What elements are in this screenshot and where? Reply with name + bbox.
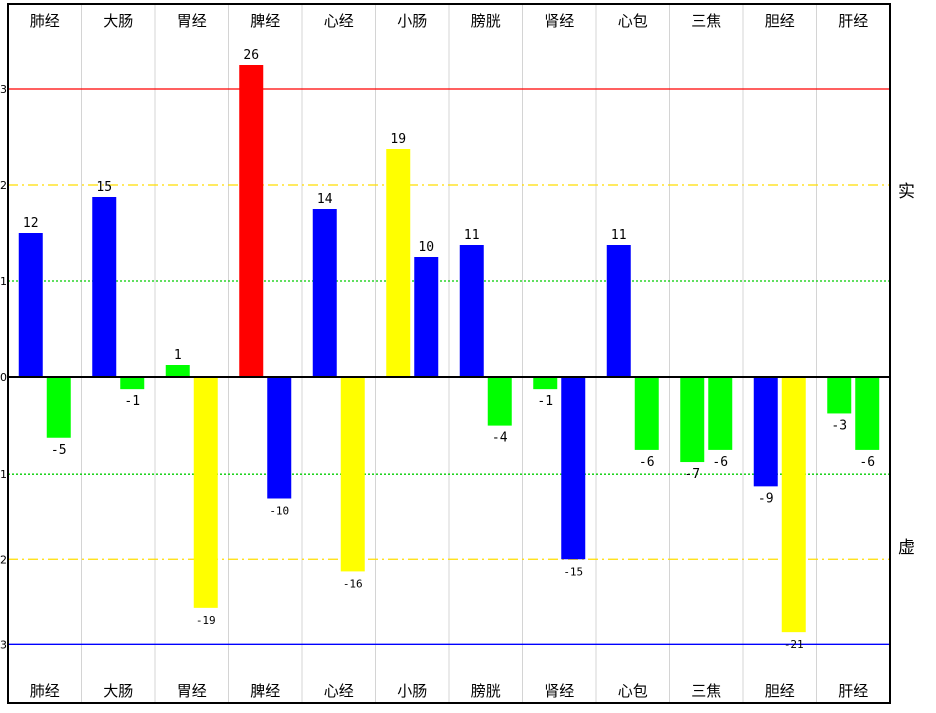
bar bbox=[855, 377, 880, 450]
bar bbox=[634, 377, 659, 450]
category-label-bottom: 肾经 bbox=[544, 682, 574, 700]
y-tick-label: 1 bbox=[0, 468, 7, 481]
y-tick-label: 3 bbox=[0, 83, 7, 96]
bar bbox=[680, 377, 705, 463]
bar-value-label: -9 bbox=[758, 491, 774, 506]
bar bbox=[561, 377, 586, 560]
bar-value-label: -6 bbox=[639, 455, 655, 470]
bar bbox=[708, 377, 733, 450]
category-label-top: 脾经 bbox=[250, 12, 280, 30]
bar bbox=[267, 377, 292, 499]
category-label-bottom: 胆经 bbox=[765, 682, 795, 700]
bar-value-label: 10 bbox=[418, 240, 434, 255]
axes bbox=[7, 3, 891, 704]
bar bbox=[165, 365, 190, 377]
bar-value-label: 26 bbox=[243, 48, 259, 63]
bar bbox=[487, 377, 512, 426]
bar-value-label: -6 bbox=[859, 455, 875, 470]
bar bbox=[606, 245, 631, 377]
y-tick-label: 0 bbox=[0, 371, 7, 384]
category-label-bottom: 心包 bbox=[618, 682, 648, 700]
bar bbox=[827, 377, 852, 414]
bar-value-label: -4 bbox=[492, 431, 508, 446]
bar bbox=[120, 377, 145, 390]
bar bbox=[386, 149, 411, 377]
category-label-bottom: 膀胱 bbox=[471, 682, 501, 700]
bar-value-label: 14 bbox=[317, 192, 333, 207]
chart-frame bbox=[7, 3, 891, 704]
category-label-top: 膀胱 bbox=[471, 12, 501, 30]
deficiency-label: 虚 bbox=[898, 538, 915, 558]
bar bbox=[340, 377, 365, 572]
bar bbox=[193, 377, 218, 608]
category-label-bottom: 肝经 bbox=[838, 682, 868, 700]
bar bbox=[312, 209, 337, 377]
bar-value-label: -7 bbox=[684, 467, 700, 482]
bar-value-label: -10 bbox=[269, 505, 289, 518]
category-label-top: 心包 bbox=[618, 12, 648, 30]
bar-value-label: 11 bbox=[464, 228, 480, 243]
category-label-top: 胃经 bbox=[177, 12, 207, 30]
bar-value-label: -21 bbox=[784, 638, 804, 651]
y-tick-label: 3 bbox=[0, 638, 7, 651]
y-tick-label: 2 bbox=[0, 179, 7, 192]
grid-layer bbox=[81, 4, 817, 703]
category-label-bottom: 小肠 bbox=[397, 682, 427, 700]
category-label-top: 胆经 bbox=[765, 12, 795, 30]
category-label-top: 肝经 bbox=[838, 12, 868, 30]
category-label-top: 大肠 bbox=[103, 12, 133, 30]
category-label-bottom: 肺经 bbox=[30, 682, 60, 700]
bar bbox=[239, 65, 264, 377]
bar-value-label: -6 bbox=[712, 455, 728, 470]
category-label-top: 三焦 bbox=[691, 12, 721, 30]
bar-value-label: -15 bbox=[563, 565, 583, 578]
bar-value-label: 15 bbox=[96, 180, 112, 195]
bar bbox=[459, 245, 484, 377]
category-label-bottom: 大肠 bbox=[103, 682, 133, 700]
category-label-top: 小肠 bbox=[397, 12, 427, 30]
bar-value-label: -16 bbox=[343, 577, 363, 590]
bar bbox=[781, 377, 806, 633]
y-tick-label: 1 bbox=[0, 275, 7, 288]
category-label-top: 肾经 bbox=[544, 12, 574, 30]
bar-value-label: -1 bbox=[537, 394, 553, 409]
bar-value-label: -5 bbox=[51, 443, 67, 458]
bars bbox=[18, 65, 880, 633]
category-label-bottom: 心经 bbox=[324, 682, 354, 700]
bar-value-label: 19 bbox=[390, 132, 406, 147]
excess-label: 实 bbox=[898, 182, 915, 202]
labels: 321012312-5肺经肺经15-1大肠大肠1-19胃经胃经26-10脾经脾经… bbox=[0, 12, 875, 700]
bar bbox=[18, 233, 43, 377]
bar-value-label: 12 bbox=[23, 216, 39, 231]
y-tick-label: 2 bbox=[0, 553, 7, 566]
bar-value-label: 1 bbox=[174, 348, 182, 363]
bar-value-label: -3 bbox=[831, 418, 847, 433]
bar-value-label: 11 bbox=[611, 228, 627, 243]
category-label-bottom: 脾经 bbox=[250, 682, 280, 700]
bar bbox=[46, 377, 71, 438]
category-label-bottom: 胃经 bbox=[177, 682, 207, 700]
category-label-top: 心经 bbox=[324, 12, 354, 30]
reference-lines bbox=[8, 88, 890, 645]
bar bbox=[753, 377, 778, 487]
category-label-top: 肺经 bbox=[30, 12, 60, 30]
bar bbox=[92, 197, 117, 377]
bar bbox=[533, 377, 558, 390]
category-label-bottom: 三焦 bbox=[691, 682, 721, 700]
bar-value-label: -1 bbox=[124, 394, 140, 409]
bar-value-label: -19 bbox=[196, 614, 216, 627]
bar bbox=[414, 257, 439, 377]
